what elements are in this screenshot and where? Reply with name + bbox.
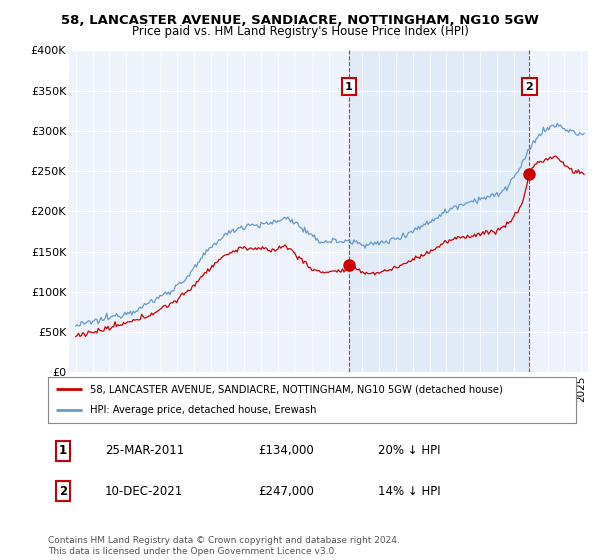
Text: £134,000: £134,000 <box>258 444 314 458</box>
Text: HPI: Average price, detached house, Erewash: HPI: Average price, detached house, Erew… <box>90 405 317 416</box>
Text: 14% ↓ HPI: 14% ↓ HPI <box>378 484 440 498</box>
Text: Contains HM Land Registry data © Crown copyright and database right 2024.
This d: Contains HM Land Registry data © Crown c… <box>48 536 400 556</box>
Text: 10-DEC-2021: 10-DEC-2021 <box>105 484 183 498</box>
Text: Price paid vs. HM Land Registry's House Price Index (HPI): Price paid vs. HM Land Registry's House … <box>131 25 469 38</box>
Text: 20% ↓ HPI: 20% ↓ HPI <box>378 444 440 458</box>
Text: 1: 1 <box>345 82 353 92</box>
Text: 1: 1 <box>59 444 67 458</box>
Text: 58, LANCASTER AVENUE, SANDIACRE, NOTTINGHAM, NG10 5GW (detached house): 58, LANCASTER AVENUE, SANDIACRE, NOTTING… <box>90 384 503 394</box>
Text: 58, LANCASTER AVENUE, SANDIACRE, NOTTINGHAM, NG10 5GW: 58, LANCASTER AVENUE, SANDIACRE, NOTTING… <box>61 14 539 27</box>
Text: 25-MAR-2011: 25-MAR-2011 <box>105 444 184 458</box>
Text: 2: 2 <box>59 484 67 498</box>
Bar <box>349 50 529 372</box>
Text: 2: 2 <box>526 82 533 92</box>
Text: £247,000: £247,000 <box>258 484 314 498</box>
